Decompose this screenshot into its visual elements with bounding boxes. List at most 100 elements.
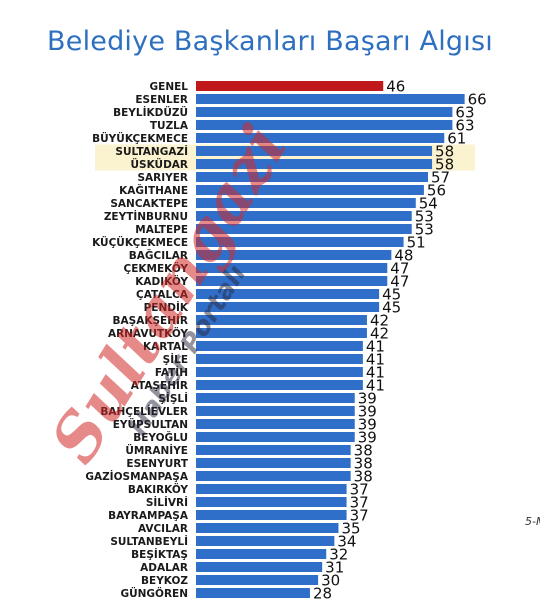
bar-esenler (196, 94, 465, 104)
value-label-umraniye: 38 (354, 442, 373, 460)
value-label-basaksehir: 42 (370, 312, 389, 330)
value-label-buyukcekmece: 61 (447, 130, 466, 148)
bar-sile (196, 354, 363, 364)
value-label-esenyurt: 38 (354, 455, 373, 473)
bar-beykoz (196, 575, 319, 585)
bar-gaziosmanpasa (196, 471, 351, 481)
bar-besiktas (196, 549, 327, 559)
value-label-beyoglu: 39 (358, 429, 377, 447)
bar-umraniye (196, 445, 351, 455)
bar-sultangazi (196, 146, 433, 156)
bar-buyukcekmece (196, 133, 445, 143)
category-label-kartal: KARTAL (143, 341, 188, 353)
value-label-sancaktepe: 54 (419, 195, 438, 213)
bar-kartal (196, 341, 363, 351)
category-label-umraniye: ÜMRANİYE (125, 443, 188, 457)
value-label-sariyer: 57 (431, 169, 450, 187)
value-label-adalar: 31 (325, 559, 344, 577)
category-label-esenyurt: ESENYURT (126, 458, 188, 470)
category-label-kucukcekmece: KÜÇÜKÇEKMECE (92, 235, 188, 249)
category-label-gaziosmanpasa: GAZİOSMANPAŞA (85, 469, 189, 483)
bar-pendik (196, 302, 380, 312)
category-label-bahcelievler: BAHÇELİEVLER (100, 404, 188, 418)
bar-adalar (196, 562, 323, 572)
bar-gungoren (196, 588, 310, 598)
category-label-cekmekoy: ÇEKMEKÖY (124, 261, 189, 275)
bar-bagcilar (196, 250, 392, 260)
value-label-atasehir: 41 (366, 377, 385, 395)
category-label-sancaktepe: SANCAKTEPE (110, 198, 188, 210)
value-label-esenler: 66 (468, 91, 487, 109)
value-label-uskudar: 58 (435, 156, 454, 174)
bar-catalca (196, 289, 380, 299)
bar-sisli (196, 393, 355, 403)
value-label-genel: 46 (386, 78, 405, 96)
value-label-sultanbeyli: 34 (337, 533, 356, 551)
category-label-bakirkoy: BAKIRKÖY (128, 482, 188, 496)
value-label-zeytinburnu: 53 (415, 208, 434, 226)
value-label-bakirkoy: 37 (350, 481, 369, 499)
value-label-sisli: 39 (358, 390, 377, 408)
value-label-kucukcekmece: 51 (407, 234, 426, 252)
category-label-adalar: ADALAR (140, 562, 188, 574)
bar-sariyer (196, 172, 428, 182)
bar-sancaktepe (196, 198, 416, 208)
bar-beylikduzu (196, 107, 453, 117)
value-label-beykoz: 30 (321, 572, 340, 590)
category-label-beykoz: BEYKOZ (141, 575, 188, 587)
value-label-bagcilar: 48 (394, 247, 413, 265)
value-label-kagithane: 56 (427, 182, 446, 200)
bar-fatih (196, 367, 363, 377)
bar-beyoglu (196, 432, 355, 442)
category-label-kagithane: KAĞITHANE (119, 184, 188, 197)
category-label-buyukcekmece: BÜYÜKÇEKMECE (92, 131, 188, 145)
category-label-zeytinburnu: ZEYTİNBURNU (104, 209, 188, 223)
bar-bahcelievler (196, 406, 355, 416)
value-label-arnavutkoy: 42 (370, 325, 389, 343)
value-label-kadikoy: 47 (390, 273, 409, 291)
bar-cekmekoy (196, 263, 388, 273)
value-label-kartal: 41 (366, 338, 385, 356)
category-label-bayrampasa: BAYRAMPAŞA (108, 510, 189, 522)
value-label-tuzla: 63 (455, 117, 474, 135)
bar-genel (196, 81, 384, 91)
bar-kadikoy (196, 276, 388, 286)
value-label-sultangazi: 58 (435, 143, 454, 161)
category-label-esenler: ESENLER (135, 94, 188, 106)
bar-eyupsultan (196, 419, 355, 429)
category-label-maltepe: MALTEPE (135, 224, 188, 236)
bar-sultanbeyli (196, 536, 335, 546)
value-label-avcilar: 35 (341, 520, 360, 538)
category-label-fatih: FATİH (155, 365, 188, 379)
bar-atasehir (196, 380, 363, 390)
bar-esenyurt (196, 458, 351, 468)
category-label-sariyer: SARIYER (137, 172, 188, 184)
footnote: 5-M (525, 515, 540, 528)
value-label-bayrampasa: 37 (350, 507, 369, 525)
bar-maltepe (196, 224, 412, 234)
value-label-eyupsultan: 39 (358, 416, 377, 434)
category-label-beylikduzu: BEYLİKDÜZÜ (113, 105, 188, 119)
category-label-arnavutkoy: ARNAVUTKÖY (108, 326, 188, 340)
category-label-eyupsultan: EYÜPSULTAN (113, 417, 188, 431)
category-label-bagcilar: BAĞCILAR (129, 249, 188, 262)
value-label-catalca: 45 (382, 286, 401, 304)
value-label-bahcelievler: 39 (358, 403, 377, 421)
category-label-uskudar: ÜSKÜDAR (131, 157, 189, 171)
bar-basaksehir (196, 315, 367, 325)
category-label-atasehir: ATAŞEHİR (131, 378, 188, 392)
value-label-gungoren: 28 (313, 585, 332, 603)
chart-title: Belediye Başkanları Başarı Algısı (47, 26, 493, 57)
bar-silivri (196, 497, 347, 507)
bar-bayrampasa (196, 510, 347, 520)
category-label-sisli: ŞİŞLİ (158, 391, 188, 405)
category-label-avcilar: AVCILAR (138, 523, 188, 535)
bar-bakirkoy (196, 484, 347, 494)
bar-zeytinburnu (196, 211, 412, 221)
bar-kagithane (196, 185, 424, 195)
category-label-basaksehir: BAŞAKŞEHİR (113, 313, 188, 327)
category-label-tuzla: TUZLA (150, 120, 189, 132)
value-label-silivri: 37 (350, 494, 369, 512)
category-label-sultanbeyli: SULTANBEYLİ (110, 534, 188, 548)
